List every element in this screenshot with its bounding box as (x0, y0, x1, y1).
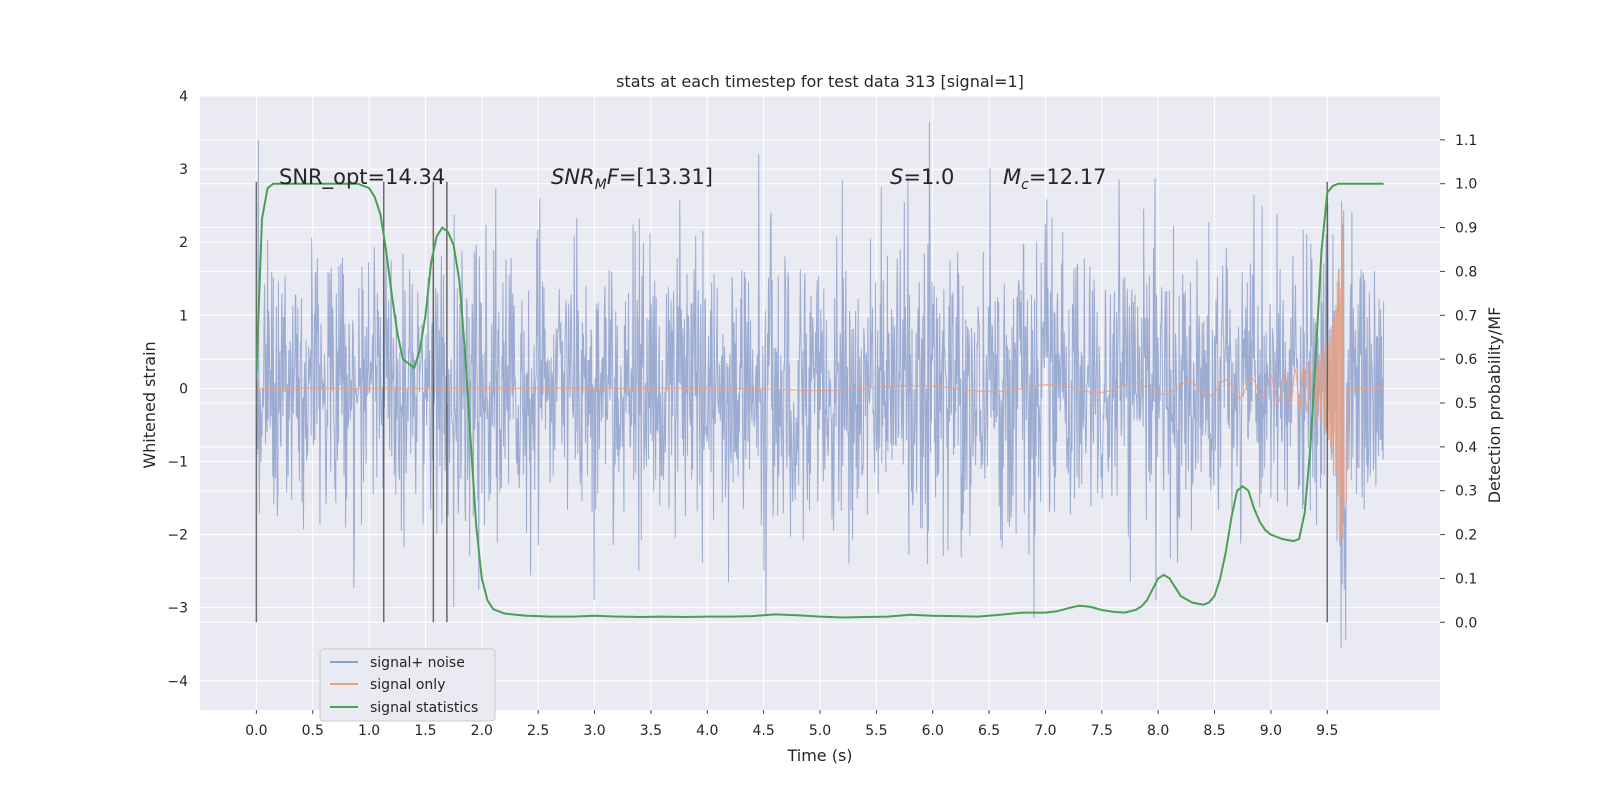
legend: signal+ noise signal only signal statist… (319, 648, 496, 722)
y-tick-label: −1 (167, 454, 188, 470)
annotation-mc: Mc=12.17 (1003, 165, 1107, 193)
x-tick-label: 7.0 (1034, 723, 1056, 739)
y-tick-label: 1 (179, 308, 188, 324)
mc-value: =12.17 (1029, 165, 1107, 189)
x-tick-label: 7.5 (1091, 723, 1113, 739)
y2-tick-label: 0.3 (1455, 484, 1477, 500)
legend-box (319, 648, 496, 722)
y-axis-label: Whitened strain (140, 341, 159, 468)
y2-tick-label: 0.8 (1455, 264, 1477, 280)
y2-tick-label: 0.5 (1455, 396, 1477, 412)
y-tick-labels: −4 −3 −2 −1 0 1 2 3 4 (167, 89, 188, 690)
x-tick-label: 8.5 (1203, 723, 1225, 739)
y-tick-label: −2 (167, 528, 188, 544)
legend-label-stats: signal statistics (370, 700, 478, 716)
annotation-snr-mf: SNRMF=[13.31] (551, 165, 713, 193)
series-signal-only (256, 215, 1384, 547)
snr-mf-value: =[13.31] (619, 165, 713, 189)
x-tick-label: 5.0 (809, 723, 831, 739)
x-tick-labels: 0.0 0.5 1.0 1.5 2.0 2.5 3.0 3.5 4.0 4.5 5.0 5.5 6.0 6… (245, 710, 1338, 739)
y-tick-label: 0 (179, 381, 188, 397)
y2-tick-label: 0.7 (1455, 308, 1477, 324)
mc-subscript: c (1021, 177, 1029, 193)
y2-tick-label: 0.9 (1455, 221, 1477, 237)
chart-title: stats at each timestep for test data 313… (616, 72, 1024, 91)
x-tick-label: 4.5 (753, 723, 775, 739)
x-tick-label: 2.5 (527, 723, 549, 739)
x-tick-label: 1.0 (358, 723, 380, 739)
s-symbol: S (890, 165, 903, 189)
y2-tick-label: 0.1 (1455, 571, 1477, 587)
series-signal-statistics (255, 182, 1384, 619)
legend-label-signal: signal only (370, 677, 445, 693)
snr-mf-subscript: M (595, 177, 607, 193)
legend-label-noise: signal+ noise (370, 655, 465, 671)
x-tick-label: 2.0 (471, 723, 493, 739)
y-tick-label: −3 (167, 601, 188, 617)
x-tick-label: 8.0 (1147, 723, 1169, 739)
y2-tick-label: 1.1 (1455, 133, 1477, 149)
y2-tick-label: 0.4 (1455, 440, 1477, 456)
y2-tick-label: 1.0 (1455, 177, 1477, 193)
snr-mf-base: SNR (551, 165, 595, 189)
y2-tick-labels: 0.0 0.1 0.2 0.3 0.4 0.5 0.6 0.7 0.8 0.9 1.0 1.1 (1440, 133, 1477, 631)
x-tick-label: 0.5 (302, 723, 324, 739)
snr-mf-f: F (607, 165, 620, 189)
y2-axis-label: Detection probability/MF (1485, 307, 1504, 504)
mc-base: M (1003, 165, 1021, 189)
x-tick-label: 1.5 (414, 723, 436, 739)
y2-tick-label: 0.2 (1455, 528, 1477, 544)
annotation-snr-opt: SNR_opt=14.34 (279, 165, 445, 190)
x-axis-label: Time (s) (786, 746, 852, 765)
y-tick-label: 4 (179, 89, 188, 105)
y-tick-label: 2 (179, 235, 188, 251)
signal-trace (256, 215, 1384, 547)
x-tick-label: 6.5 (978, 723, 1000, 739)
x-tick-label: 3.0 (583, 723, 605, 739)
statistics-line (255, 182, 1384, 619)
x-tick-label: 0.0 (245, 723, 267, 739)
x-tick-label: 6.0 (922, 723, 944, 739)
annotation-s: S=1.0 (890, 165, 954, 189)
x-tick-label: 9.0 (1260, 723, 1282, 739)
x-tick-label: 9.5 (1316, 723, 1338, 739)
s-value: =1.0 (903, 165, 954, 189)
y2-tick-label: 0.6 (1455, 352, 1477, 368)
y-tick-label: 3 (179, 162, 188, 178)
x-tick-label: 3.5 (640, 723, 662, 739)
y-tick-label: −4 (167, 674, 188, 690)
y2-tick-label: 0.0 (1455, 615, 1477, 631)
x-tick-label: 5.5 (865, 723, 887, 739)
x-tick-label: 4.0 (696, 723, 718, 739)
